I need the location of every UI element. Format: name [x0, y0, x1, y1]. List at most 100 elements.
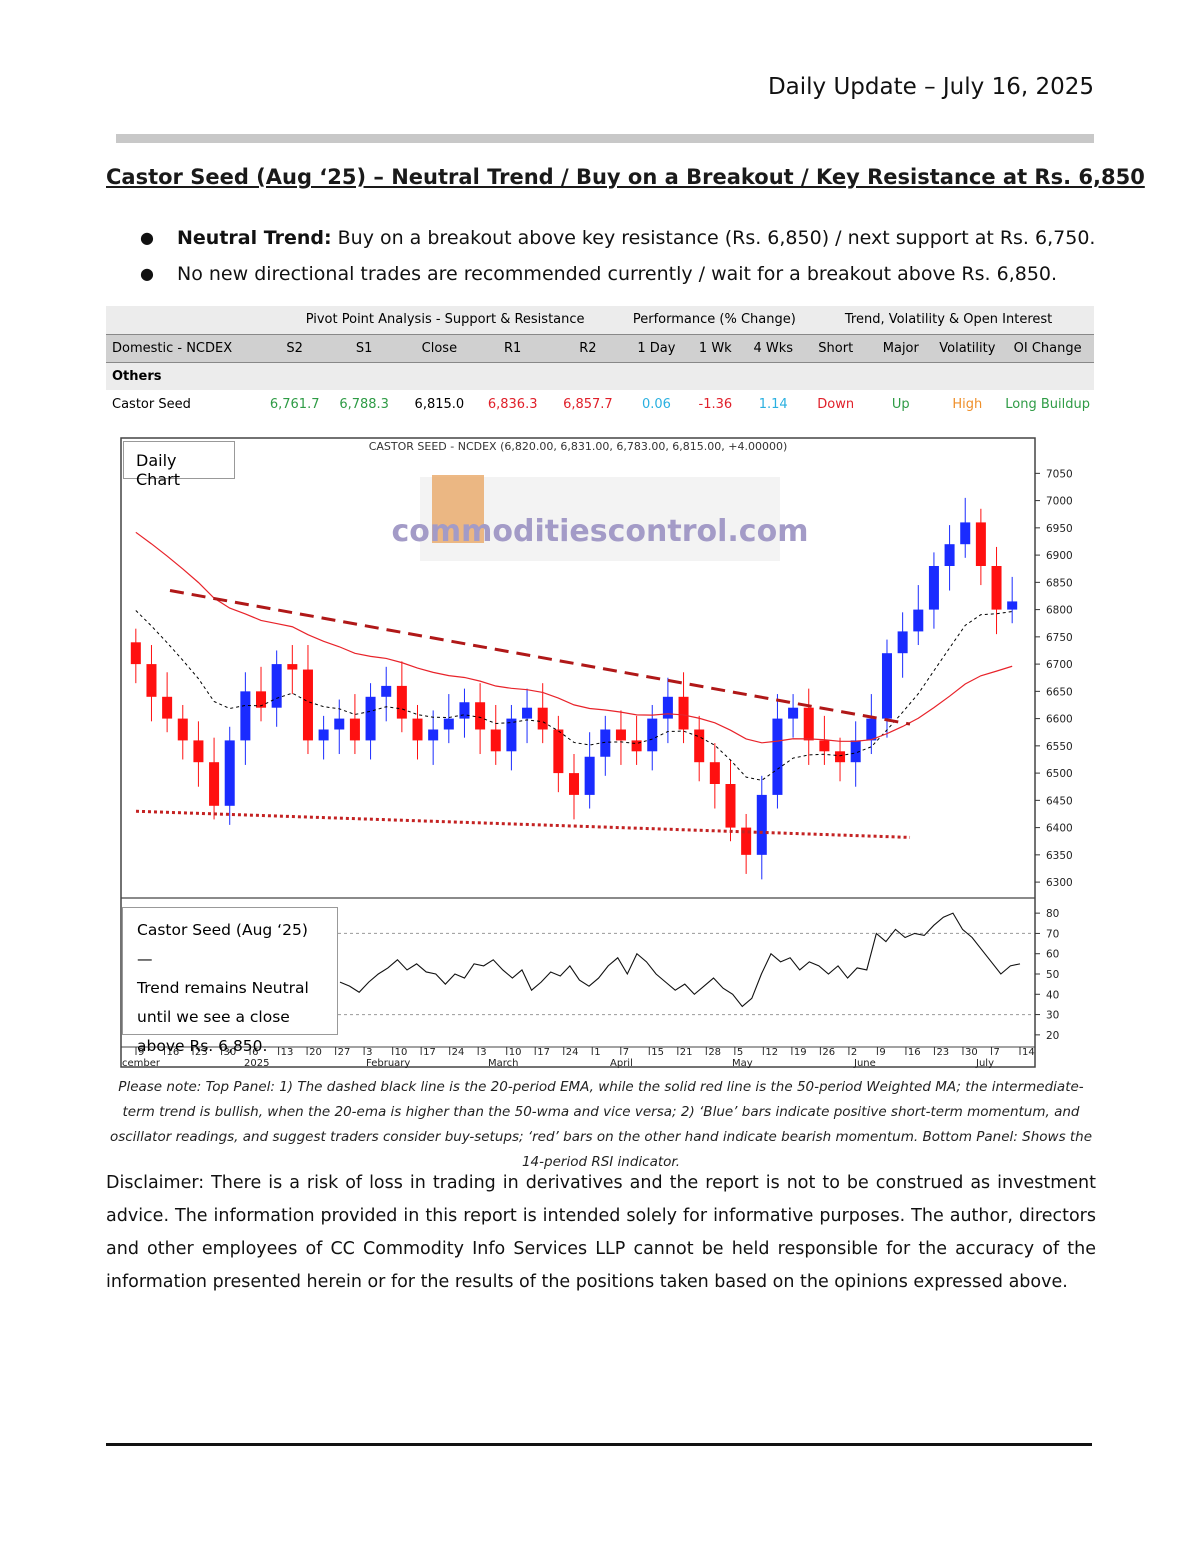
rsi-tick-label: 40: [1046, 989, 1059, 1001]
candle-body: [803, 707, 814, 741]
candle-body: [756, 794, 767, 855]
col-s1: S1: [324, 333, 404, 363]
x-tick-label: 21: [680, 1047, 693, 1058]
candle-body: [725, 784, 736, 828]
candle-body: [960, 522, 971, 545]
bullet-item: ● Neutral Trend: Buy on a breakout above…: [140, 220, 1100, 256]
price-tick-label: 6500: [1046, 768, 1073, 780]
rsi-note-line: Trend remains Neutral: [137, 979, 309, 997]
candle-body: [224, 740, 235, 806]
col-short: Short: [803, 333, 869, 363]
chart-header: CASTOR SEED - NCDEX (6,820.00, 6,831.00,…: [369, 440, 788, 453]
candle-body: [615, 729, 626, 741]
x-tick-label: 3: [366, 1047, 372, 1058]
candle-body: [741, 827, 752, 855]
price-tick-label: 6600: [1046, 714, 1073, 726]
cell-major: Up: [891, 396, 910, 412]
table-section-row: Others: [106, 362, 1094, 390]
x-tick-label: 23: [195, 1047, 208, 1058]
candle-body: [349, 718, 360, 741]
x-tick-label: 9: [879, 1047, 885, 1058]
x-tick-label: 15: [651, 1047, 664, 1058]
price-panel: [130, 497, 1018, 880]
rsi-tick-label: 20: [1046, 1030, 1059, 1042]
cell-s1: 6,788.3: [339, 396, 389, 412]
x-tick-label: 5: [737, 1047, 743, 1058]
candle-body: [177, 718, 188, 741]
cell-1wk: -1.36: [698, 396, 733, 412]
cell-oi-change: Long Buildup: [1005, 396, 1090, 412]
price-tick-label: 6850: [1046, 577, 1073, 589]
candle-body: [553, 729, 564, 774]
x-tick-label: 9: [138, 1047, 144, 1058]
bullet-body: Buy on a breakout above key resistance (…: [331, 227, 1096, 249]
price-tick-label: 6900: [1046, 550, 1073, 562]
candle-body: [318, 729, 329, 741]
col-major: Major: [868, 333, 934, 363]
candle-body: [850, 740, 861, 763]
rsi-line: [339, 912, 1021, 1008]
col-r2: R2: [550, 333, 626, 363]
pivot-table: Pivot Point Analysis - Support & Resista…: [106, 306, 1094, 418]
cell-r2: 6,857.7: [563, 396, 613, 412]
col-volatility: Volatility: [933, 333, 1002, 363]
cell-close: 6,815.0: [414, 396, 465, 412]
col-1wk: 1 Wk: [687, 333, 744, 363]
candle-body: [772, 718, 783, 795]
candle-body: [334, 718, 345, 730]
candle-body: [490, 729, 501, 752]
candle-body: [240, 691, 251, 741]
x-tick-label: 3: [480, 1047, 486, 1058]
chart-note: Please note: Top Panel: 1) The dashed bl…: [109, 1079, 1093, 1170]
candle-body: [991, 566, 1002, 610]
rsi-tick-label: 70: [1046, 928, 1059, 940]
candle-body: [302, 669, 313, 741]
x-tick-label: 7: [623, 1047, 629, 1058]
table-column-header: Domestic - NCDEX S2 S1 Close R1 R2 1 Day…: [106, 333, 1094, 363]
cell-name: Castor Seed: [112, 396, 191, 412]
ema-20-line: [135, 610, 1013, 781]
rsi-note-line: until we see a close: [137, 1008, 290, 1026]
x-month-label: March: [488, 1058, 518, 1069]
x-tick-label: 2: [851, 1047, 857, 1058]
cell-volatility: High: [952, 396, 983, 412]
x-tick-label: 17: [423, 1047, 436, 1058]
x-tick-label: 20: [309, 1047, 322, 1058]
price-tick-label: 6450: [1046, 795, 1073, 807]
candle-body: [522, 707, 533, 719]
price-tick-label: 6400: [1046, 823, 1073, 835]
watermark-emblem: [432, 475, 484, 543]
candle-body: [506, 718, 517, 752]
section-others: Others: [106, 362, 1094, 390]
candle-body: [1007, 601, 1018, 610]
bullet-dot-icon: ●: [140, 264, 154, 283]
price-tick-label: 6800: [1046, 605, 1073, 617]
candle-body: [568, 773, 580, 795]
rsi-tick-label: 80: [1046, 908, 1059, 920]
x-tick-label: 16: [167, 1047, 180, 1058]
candle-body: [537, 707, 548, 730]
cell-short: Down: [817, 396, 855, 412]
summary-bullets: ● Neutral Trend: Buy on a breakout above…: [140, 220, 1100, 292]
price-tick-label: 6950: [1046, 523, 1073, 535]
price-tick-label: 6300: [1046, 877, 1073, 889]
price-tick-label: 6550: [1046, 741, 1073, 753]
candle-body: [913, 609, 924, 632]
cell-4wks: 1.14: [758, 396, 788, 412]
price-tick-label: 7050: [1046, 468, 1073, 480]
chart-label: Daily Chart: [123, 441, 235, 489]
header-divider: [116, 134, 1094, 143]
price-tick-label: 6350: [1046, 850, 1073, 862]
rsi-note-line: Castor Seed (Aug ‘25)—: [137, 921, 308, 968]
candle-body: [694, 729, 705, 763]
candle-body: [412, 718, 423, 741]
rsi-tick-label: 30: [1046, 1010, 1059, 1022]
x-tick-label: 30: [224, 1047, 237, 1058]
candle-body: [475, 702, 486, 730]
candle-body: [428, 729, 439, 741]
table-group-header: Pivot Point Analysis - Support & Resista…: [106, 306, 1094, 334]
candle-body: [897, 631, 908, 654]
col-oi-change: OI Change: [1001, 333, 1094, 363]
x-tick-label: 30: [965, 1047, 978, 1058]
candle-body: [287, 664, 298, 670]
